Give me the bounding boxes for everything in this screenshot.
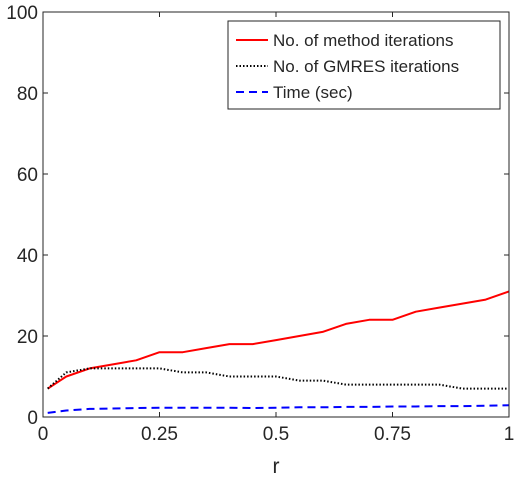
y-tick-label: 60 — [17, 165, 38, 186]
y-axis: 0 20 40 60 80 100 — [6, 3, 509, 429]
legend-label-3: Time (sec) — [273, 83, 353, 102]
series-line-1 — [47, 290, 510, 390]
x-axis: 0 0.25 0.5 0.75 1 — [38, 12, 515, 445]
series-line-3 — [47, 404, 510, 414]
legend-box — [227, 20, 501, 110]
y-tick-label: 40 — [17, 246, 38, 267]
y-tick-label: 80 — [17, 84, 38, 105]
y-tick-label: 100 — [6, 3, 38, 24]
y-tick-label: 20 — [17, 327, 38, 348]
legend-label-2: No. of GMRES iterations — [273, 57, 459, 76]
y-tick-label: 0 — [27, 408, 38, 429]
series-line-2 — [47, 367, 509, 390]
x-tick-label: 0.75 — [374, 424, 411, 445]
x-axis-label: r — [273, 455, 280, 478]
x-tick-label: 0.25 — [141, 424, 178, 445]
series-layer — [47, 290, 510, 414]
x-tick-label: 0 — [38, 424, 49, 445]
x-tick-label: 0.5 — [263, 424, 289, 445]
legend: No. of method iterations No. of GMRES ite… — [227, 20, 501, 110]
legend-label-1: No. of method iterations — [273, 31, 453, 50]
x-tick-label: 1 — [504, 424, 515, 445]
